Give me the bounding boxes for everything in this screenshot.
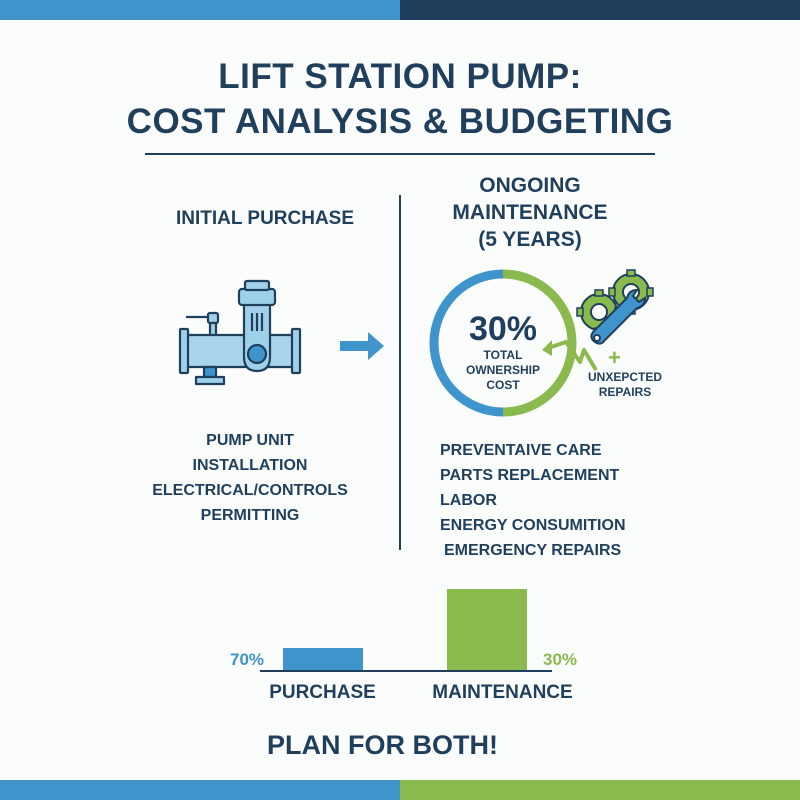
list-item: PREVENTAIVE CARE bbox=[440, 442, 602, 459]
initial-purchase-heading: INITIAL PURCHASE bbox=[175, 208, 355, 229]
chart-baseline bbox=[260, 670, 552, 672]
purchase-label: PURCHASE bbox=[269, 682, 376, 703]
donut-label-line: TOTAL bbox=[483, 348, 523, 362]
list-item: PERMITTING bbox=[200, 507, 300, 524]
list-item: ELECTRICAL/CONTROLS bbox=[152, 482, 348, 499]
list-item: PUMP UNIT bbox=[206, 432, 294, 449]
bottom-accent-bar-green bbox=[400, 780, 800, 800]
list-item: INSTALLATION bbox=[192, 457, 308, 474]
list-item: EMERGENCY REPAIRS bbox=[444, 542, 622, 559]
maintenance-bar bbox=[447, 589, 527, 671]
purchase-items-list: PUMP UNIT INSTALLATION ELECTRICAL/CONTRO… bbox=[140, 428, 360, 528]
title-divider bbox=[145, 153, 655, 155]
donut-label: TOTAL OWNERSHIP COST bbox=[428, 348, 578, 393]
heading-line: MAINTENANCE bbox=[452, 201, 608, 224]
arrow-right-icon bbox=[340, 332, 384, 360]
unexpected-line: REPAIRS bbox=[598, 385, 652, 399]
list-item: LABOR bbox=[440, 492, 497, 509]
plus-sign: + bbox=[608, 345, 621, 370]
ownership-donut-chart bbox=[429, 269, 577, 417]
donut-percent: 30% bbox=[468, 310, 538, 348]
call-to-action: PLAN FOR BOTH! bbox=[0, 730, 800, 761]
title-line-1: LIFT STATION PUMP: bbox=[218, 57, 582, 96]
gears-wrench-icon bbox=[576, 269, 654, 345]
heading-line: (5 YEARS) bbox=[478, 228, 582, 251]
lightning-arrow-icon bbox=[542, 340, 598, 372]
list-item: ENERGY CONSUMITION bbox=[440, 517, 626, 534]
heading-line: ONGOING bbox=[479, 174, 581, 197]
top-accent-bar-navy bbox=[400, 0, 800, 20]
maintenance-label: MAINTENANCE bbox=[432, 682, 573, 703]
unexpected-repairs-label: UNXEPCTED REPAIRS bbox=[575, 370, 675, 400]
pump-icon bbox=[178, 279, 302, 386]
maintenance-percent: 30% bbox=[543, 650, 578, 669]
purchase-percent: 70% bbox=[230, 650, 265, 669]
donut-label-line: OWNERSHIP bbox=[465, 363, 540, 377]
donut-label-line: COST bbox=[486, 378, 520, 392]
top-accent-bar-blue bbox=[0, 0, 400, 20]
list-item: PARTS REPLACEMENT bbox=[440, 467, 620, 484]
cta-text: PLAN FOR BOTH! bbox=[267, 730, 498, 760]
column-divider bbox=[399, 195, 401, 550]
maintenance-items-list: PREVENTAIVE CARE PARTS REPLACEMENT LABOR… bbox=[440, 438, 660, 563]
ongoing-maintenance-heading: ONGOING MAINTENANCE (5 YEARS) bbox=[420, 172, 640, 253]
bottom-accent-bar-blue bbox=[0, 780, 400, 800]
purchase-bar bbox=[283, 648, 363, 671]
unexpected-line: UNXEPCTED bbox=[587, 370, 662, 384]
page-title: LIFT STATION PUMP: COST ANALYSIS & BUDGE… bbox=[0, 54, 800, 144]
title-line-2: COST ANALYSIS & BUDGETING bbox=[126, 102, 674, 141]
